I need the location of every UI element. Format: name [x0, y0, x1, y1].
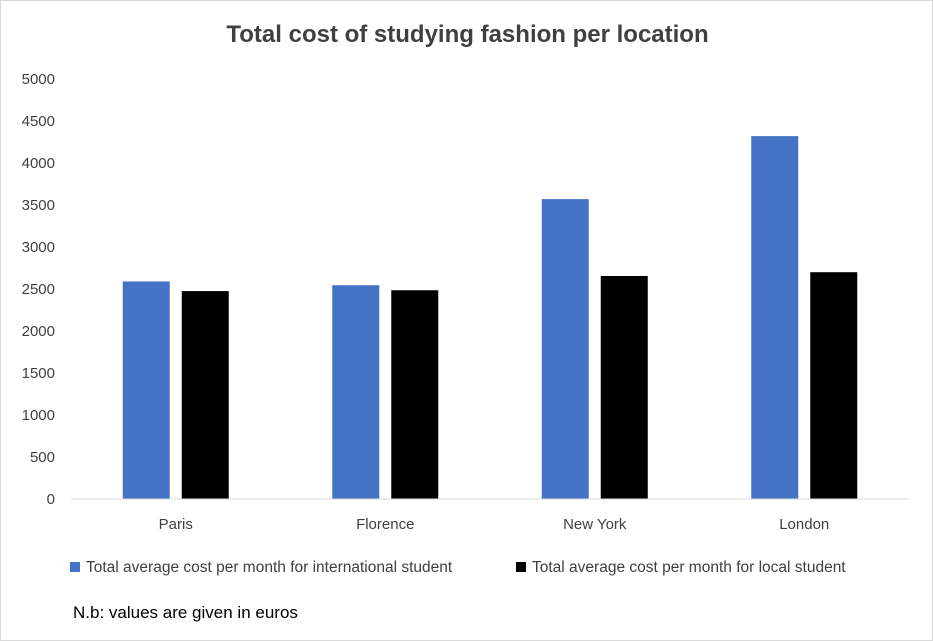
bar-london-series-1: [810, 272, 858, 499]
y-tick-label: 5000: [22, 71, 55, 88]
y-tick-label: 4500: [22, 113, 55, 130]
bar-new-york-series-0: [541, 199, 589, 499]
legend-label-international: Total average cost per month for interna…: [86, 559, 453, 576]
x-tick-label: New York: [563, 516, 627, 533]
y-tick-label: 4000: [22, 155, 55, 172]
y-tick-label: 1500: [22, 365, 55, 382]
legend-item-international: Total average cost per month for interna…: [70, 559, 452, 577]
bar-new-york-series-1: [600, 275, 648, 499]
y-tick-label: 3000: [22, 239, 55, 256]
bar-florence-series-0: [332, 285, 380, 499]
y-tick-label: 500: [30, 449, 55, 466]
y-axis: 0 500 1000 1500 2000 2500 3000 3500 4000 4500 5000: [22, 71, 55, 508]
y-tick-label: 0: [47, 491, 55, 508]
y-tick-label: 3500: [22, 197, 55, 214]
x-tick-label: Florence: [356, 516, 414, 533]
legend-label-local: Total average cost per month for local s…: [532, 559, 846, 576]
bars-group: [122, 136, 858, 499]
chart-title: Total cost of studying fashion per locat…: [226, 21, 709, 48]
bar-london-series-0: [751, 136, 799, 499]
footnote: N.b: values are given in euros: [73, 603, 298, 622]
legend-item-local: Total average cost per month for local s…: [516, 559, 846, 577]
legend-swatch-international: [70, 561, 80, 572]
x-tick-label: London: [779, 516, 829, 533]
y-tick-label: 2000: [22, 323, 55, 340]
bar-paris-series-0: [122, 281, 170, 499]
y-tick-label: 1000: [22, 407, 55, 424]
bar-florence-series-1: [391, 290, 439, 499]
y-tick-label: 2500: [22, 281, 55, 298]
legend: Total average cost per month for interna…: [1, 559, 933, 581]
bar-paris-series-1: [181, 291, 229, 499]
legend-swatch-local: [516, 561, 526, 572]
x-tick-label: Paris: [159, 516, 193, 533]
x-axis: Paris Florence New York London: [159, 516, 830, 533]
